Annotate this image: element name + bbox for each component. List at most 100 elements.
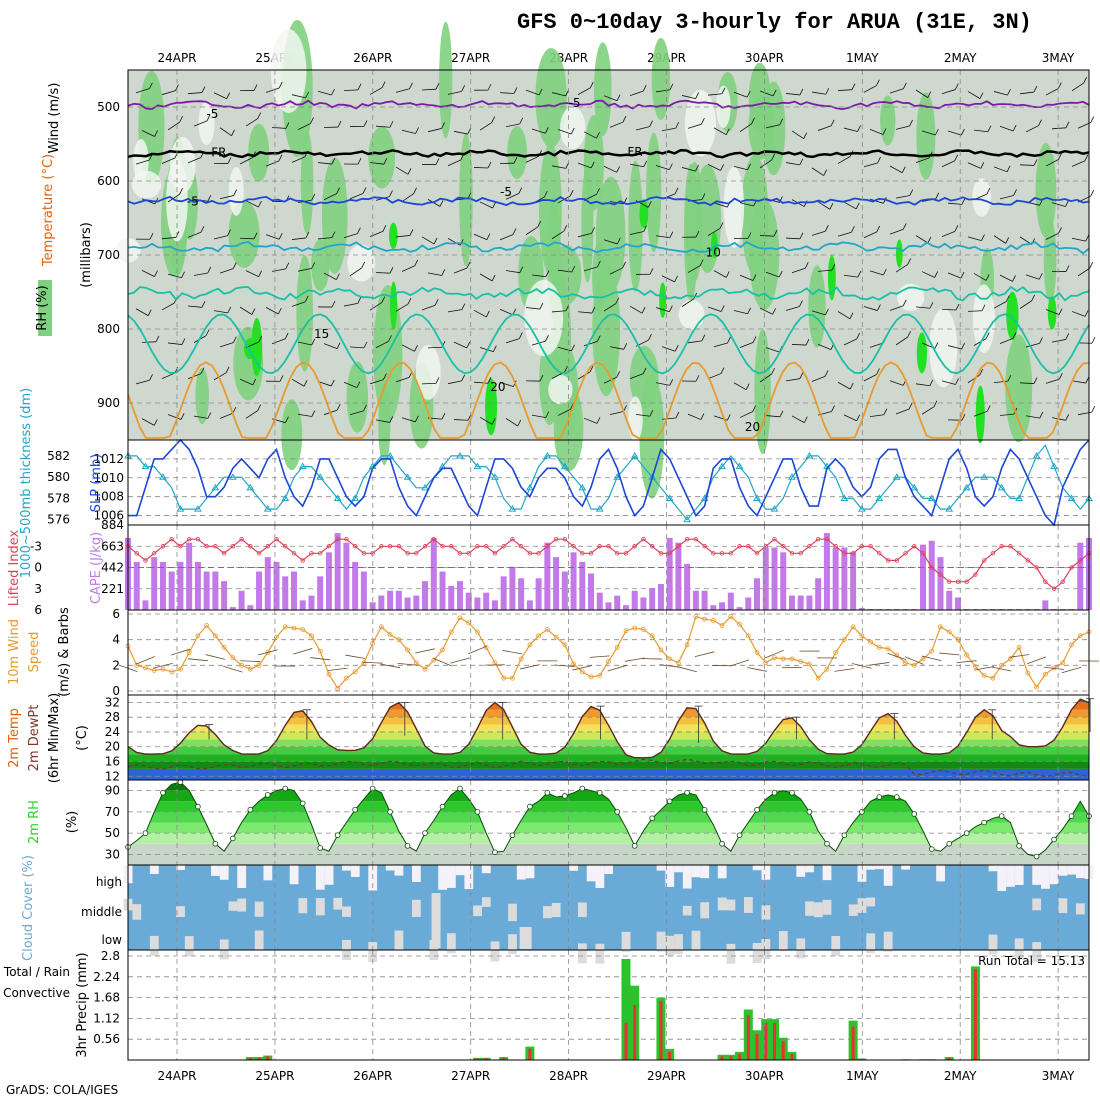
wind-barb [843, 201, 857, 210]
wind-barb-flag [1012, 332, 1017, 339]
wind-barb-flag [1058, 227, 1062, 234]
wind-barb [661, 417, 676, 420]
cape-bar [483, 592, 490, 610]
wind-barb-flag [825, 308, 829, 316]
mid-cloud-gap [866, 897, 876, 907]
wind-barb-flag [337, 120, 342, 128]
rh-dry-area [929, 308, 958, 388]
wind-speed-marker [964, 652, 970, 658]
rh-marker [509, 832, 516, 839]
rh-saturated-area [1047, 296, 1057, 330]
rh-marker [492, 849, 498, 856]
wind-barb [603, 376, 617, 384]
rh-marker [1016, 843, 1022, 849]
cape-bar [1077, 542, 1084, 610]
lifted-index-marker [492, 551, 498, 556]
wind-barb [239, 378, 253, 386]
cape-bar [290, 571, 297, 610]
cape-axis-title: CAPE (J/kg) [89, 532, 104, 604]
wind-barb [265, 87, 280, 93]
thickness-marker [997, 483, 1006, 491]
thickness-marker [613, 473, 622, 480]
wind-barb-flag [643, 225, 648, 232]
cape-bar [579, 561, 586, 610]
precip-total-bar [621, 958, 631, 1060]
wind-barb-flag [1065, 333, 1070, 340]
wind-barb [889, 380, 904, 386]
lifted-index-marker [842, 551, 847, 556]
wind-speed-marker [230, 655, 236, 661]
lifted-index-marker [160, 544, 166, 549]
thickness-marker [246, 483, 255, 491]
wind-barb-flag [357, 297, 362, 304]
wind-speed-marker [850, 624, 856, 630]
thickness-marker [491, 473, 499, 480]
wind-barb-flag [179, 187, 183, 195]
mid-cloud-gap [342, 906, 351, 917]
wind-barb [707, 93, 722, 96]
wind-barb [843, 414, 857, 422]
rh-marker [579, 785, 586, 792]
temp-band [128, 761, 1089, 769]
high-cloud-gap [350, 865, 360, 878]
lifted-index-marker [483, 544, 489, 549]
lifted-index-marker [719, 551, 725, 556]
wind-barb-flag [720, 164, 724, 171]
wind-speed-marker [212, 633, 218, 639]
wind-barb-flag [383, 158, 388, 165]
wind-barb-flag [799, 300, 803, 307]
cape-tick-label: 221 [101, 582, 124, 596]
lifted-index-marker [300, 558, 305, 563]
wind-barb-flag [700, 413, 705, 420]
lifted-index-marker [868, 544, 873, 549]
rh-band [128, 833, 1089, 844]
wind-barb-flag [285, 122, 290, 129]
wind-barb [473, 381, 488, 384]
rh-humid-area [628, 160, 643, 292]
cape-bar [841, 547, 848, 610]
high-cloud-gap [805, 865, 814, 873]
wind-barb-flag [149, 374, 153, 381]
wind-barb [713, 270, 727, 278]
cape-bar [264, 557, 271, 610]
wind-barb-flag [201, 301, 206, 308]
lifted-index-marker [981, 558, 987, 563]
wind-barb-flag [441, 269, 446, 276]
rh-marker [317, 845, 324, 851]
surface-wind-barb [991, 666, 1012, 672]
high-cloud-gap [883, 865, 893, 886]
lifted-index-marker [1025, 558, 1031, 563]
wind-barb [733, 165, 748, 171]
wind-barb [219, 195, 234, 200]
rh-marker [719, 840, 725, 847]
wind-barb [291, 94, 306, 99]
thickness-marker [1067, 494, 1076, 501]
rh-marker [142, 830, 149, 836]
wind-barb [551, 92, 566, 97]
wind-barb-flag [363, 120, 368, 127]
lifted-index-marker [405, 551, 410, 556]
wind-barb-flag [543, 190, 548, 198]
wind-barb-flag [927, 91, 932, 98]
wind-barb [707, 228, 721, 237]
mid-cloud-gap [508, 903, 517, 922]
wind-barb [297, 341, 312, 346]
cape-bar [806, 595, 813, 610]
isotherm-line [127, 361, 1090, 439]
wind-barb-flag [778, 270, 783, 278]
wind-barb [239, 306, 253, 315]
wind-barb [765, 347, 780, 353]
wind-barb-flag [961, 342, 965, 350]
thickness-marker [508, 505, 517, 512]
wind-barb [967, 162, 981, 169]
wind-barb-flag [279, 375, 284, 382]
wind-barb [1051, 202, 1066, 207]
wind-barb [811, 376, 826, 382]
wind-barb [791, 130, 804, 139]
precip-convective-bar [738, 1054, 742, 1060]
precip-tick-label: 2.24 [93, 970, 120, 984]
wind-barb [349, 346, 364, 349]
wind-barb [557, 129, 572, 135]
high-cloud-gap [1075, 865, 1085, 879]
wind-barb [811, 91, 826, 95]
